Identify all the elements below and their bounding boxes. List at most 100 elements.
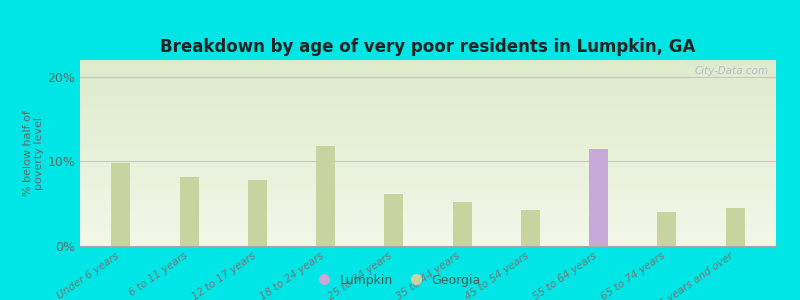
Bar	[80, 181, 776, 183]
Bar	[80, 60, 776, 62]
Bar	[80, 103, 776, 105]
Bar	[248, 180, 267, 246]
Bar	[316, 146, 335, 246]
Bar	[589, 149, 608, 246]
Bar	[80, 62, 776, 64]
Bar	[80, 105, 776, 106]
Bar	[80, 227, 776, 229]
Bar	[80, 84, 776, 86]
Bar	[80, 201, 776, 203]
Bar	[80, 211, 776, 212]
Bar	[80, 125, 776, 127]
Bar	[80, 188, 776, 190]
Bar	[453, 202, 472, 246]
Bar	[80, 127, 776, 129]
Bar	[80, 183, 776, 184]
Bar	[80, 136, 776, 138]
Bar	[80, 194, 776, 196]
Bar	[80, 144, 776, 146]
Bar	[80, 159, 776, 161]
Bar	[589, 204, 608, 246]
Bar	[80, 112, 776, 114]
Bar	[80, 151, 776, 153]
Bar	[80, 75, 776, 77]
Title: Breakdown by age of very poor residents in Lumpkin, GA: Breakdown by age of very poor residents …	[160, 38, 696, 56]
Bar	[80, 233, 776, 235]
Bar	[384, 194, 403, 246]
Bar	[80, 198, 776, 200]
Bar	[80, 226, 776, 227]
Bar	[80, 190, 776, 192]
Bar	[80, 114, 776, 116]
Bar	[80, 212, 776, 214]
Bar	[80, 106, 776, 108]
Bar	[80, 173, 776, 175]
Bar	[80, 138, 776, 140]
Bar	[80, 238, 776, 240]
Bar	[80, 64, 776, 66]
Bar	[80, 119, 776, 122]
Bar	[80, 160, 776, 162]
Bar	[80, 177, 776, 179]
Bar	[80, 92, 776, 94]
Bar	[80, 94, 776, 95]
Bar	[180, 177, 198, 246]
Bar	[80, 187, 776, 188]
Bar	[80, 79, 776, 80]
Bar	[80, 172, 776, 173]
Bar	[80, 146, 776, 147]
Bar	[80, 200, 776, 201]
Bar	[80, 166, 776, 168]
Bar	[80, 203, 776, 205]
Bar	[80, 77, 776, 79]
Bar	[80, 110, 776, 112]
Bar	[80, 237, 776, 239]
Bar	[80, 244, 776, 246]
Bar	[80, 122, 776, 123]
Bar	[80, 205, 776, 207]
Bar	[658, 212, 676, 246]
Text: City-Data.com: City-Data.com	[695, 66, 769, 76]
Bar	[80, 99, 776, 101]
Bar	[80, 97, 776, 99]
Bar	[80, 116, 776, 118]
Bar	[80, 147, 776, 149]
Bar	[80, 108, 776, 110]
Bar	[80, 170, 776, 172]
Legend: Lumpkin, Georgia: Lumpkin, Georgia	[316, 270, 484, 291]
Bar	[80, 66, 776, 68]
Bar	[80, 88, 776, 90]
Bar	[80, 224, 776, 226]
Bar	[80, 69, 776, 71]
Bar	[80, 82, 776, 84]
Bar	[80, 164, 776, 166]
Bar	[80, 101, 776, 103]
Bar	[80, 216, 776, 218]
Bar	[80, 162, 776, 164]
Bar	[521, 211, 540, 246]
Bar	[80, 222, 776, 224]
Bar	[80, 140, 776, 142]
Bar	[80, 240, 776, 242]
Bar	[80, 218, 776, 220]
Bar	[80, 207, 776, 209]
Bar	[80, 242, 776, 244]
Bar	[80, 90, 776, 92]
Bar	[80, 73, 776, 75]
Y-axis label: % below half of
poverty level: % below half of poverty level	[23, 110, 45, 196]
Bar	[80, 220, 776, 222]
Bar	[80, 149, 776, 151]
Bar	[80, 123, 776, 125]
Bar	[80, 229, 776, 231]
Bar	[80, 71, 776, 73]
Bar	[80, 133, 776, 134]
Bar	[111, 163, 130, 246]
Bar	[80, 129, 776, 131]
Bar	[80, 184, 776, 187]
Bar	[80, 192, 776, 194]
Bar	[80, 134, 776, 136]
Bar	[80, 68, 776, 69]
Bar	[80, 131, 776, 133]
Bar	[80, 86, 776, 88]
Bar	[80, 209, 776, 211]
